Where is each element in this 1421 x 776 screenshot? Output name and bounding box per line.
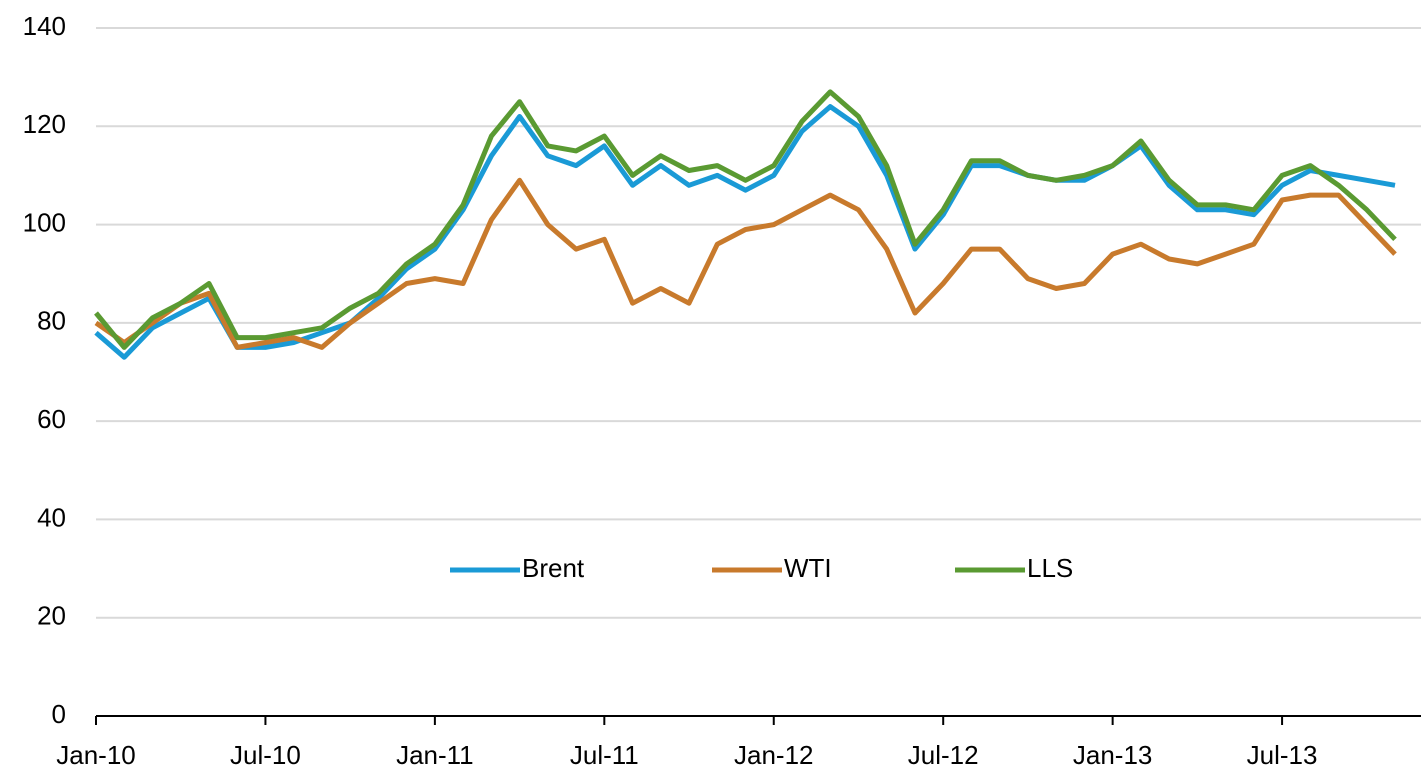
- y-tick-label: 40: [37, 502, 66, 532]
- x-tick-label: Jul-11: [570, 740, 639, 770]
- x-tick-label: Jan-11: [396, 740, 474, 770]
- y-tick-label: 0: [52, 699, 66, 729]
- y-tick-label: 120: [23, 109, 66, 139]
- series-line: [94, 177, 1397, 350]
- x-tick-label: Jul-10: [230, 740, 301, 770]
- x-tick-label: Jan-13: [1073, 740, 1153, 770]
- legend-label: Brent: [522, 553, 585, 583]
- x-tick-label: Jan-10: [56, 740, 136, 770]
- x-tick-label: Jul-12: [908, 740, 979, 770]
- legend-label: WTI: [784, 553, 832, 583]
- y-tick-label: 80: [37, 306, 66, 336]
- y-tick-label: 100: [23, 207, 66, 237]
- y-tick-label: 20: [37, 601, 66, 631]
- series-line: [94, 89, 1397, 350]
- y-tick-label: 60: [37, 404, 66, 434]
- legend-label: LLS: [1027, 553, 1073, 583]
- x-tick-label: Jan-12: [734, 740, 814, 770]
- x-tick-label: Jul-13: [1247, 740, 1318, 770]
- y-tick-label: 140: [23, 11, 66, 41]
- series-line: [94, 104, 1396, 360]
